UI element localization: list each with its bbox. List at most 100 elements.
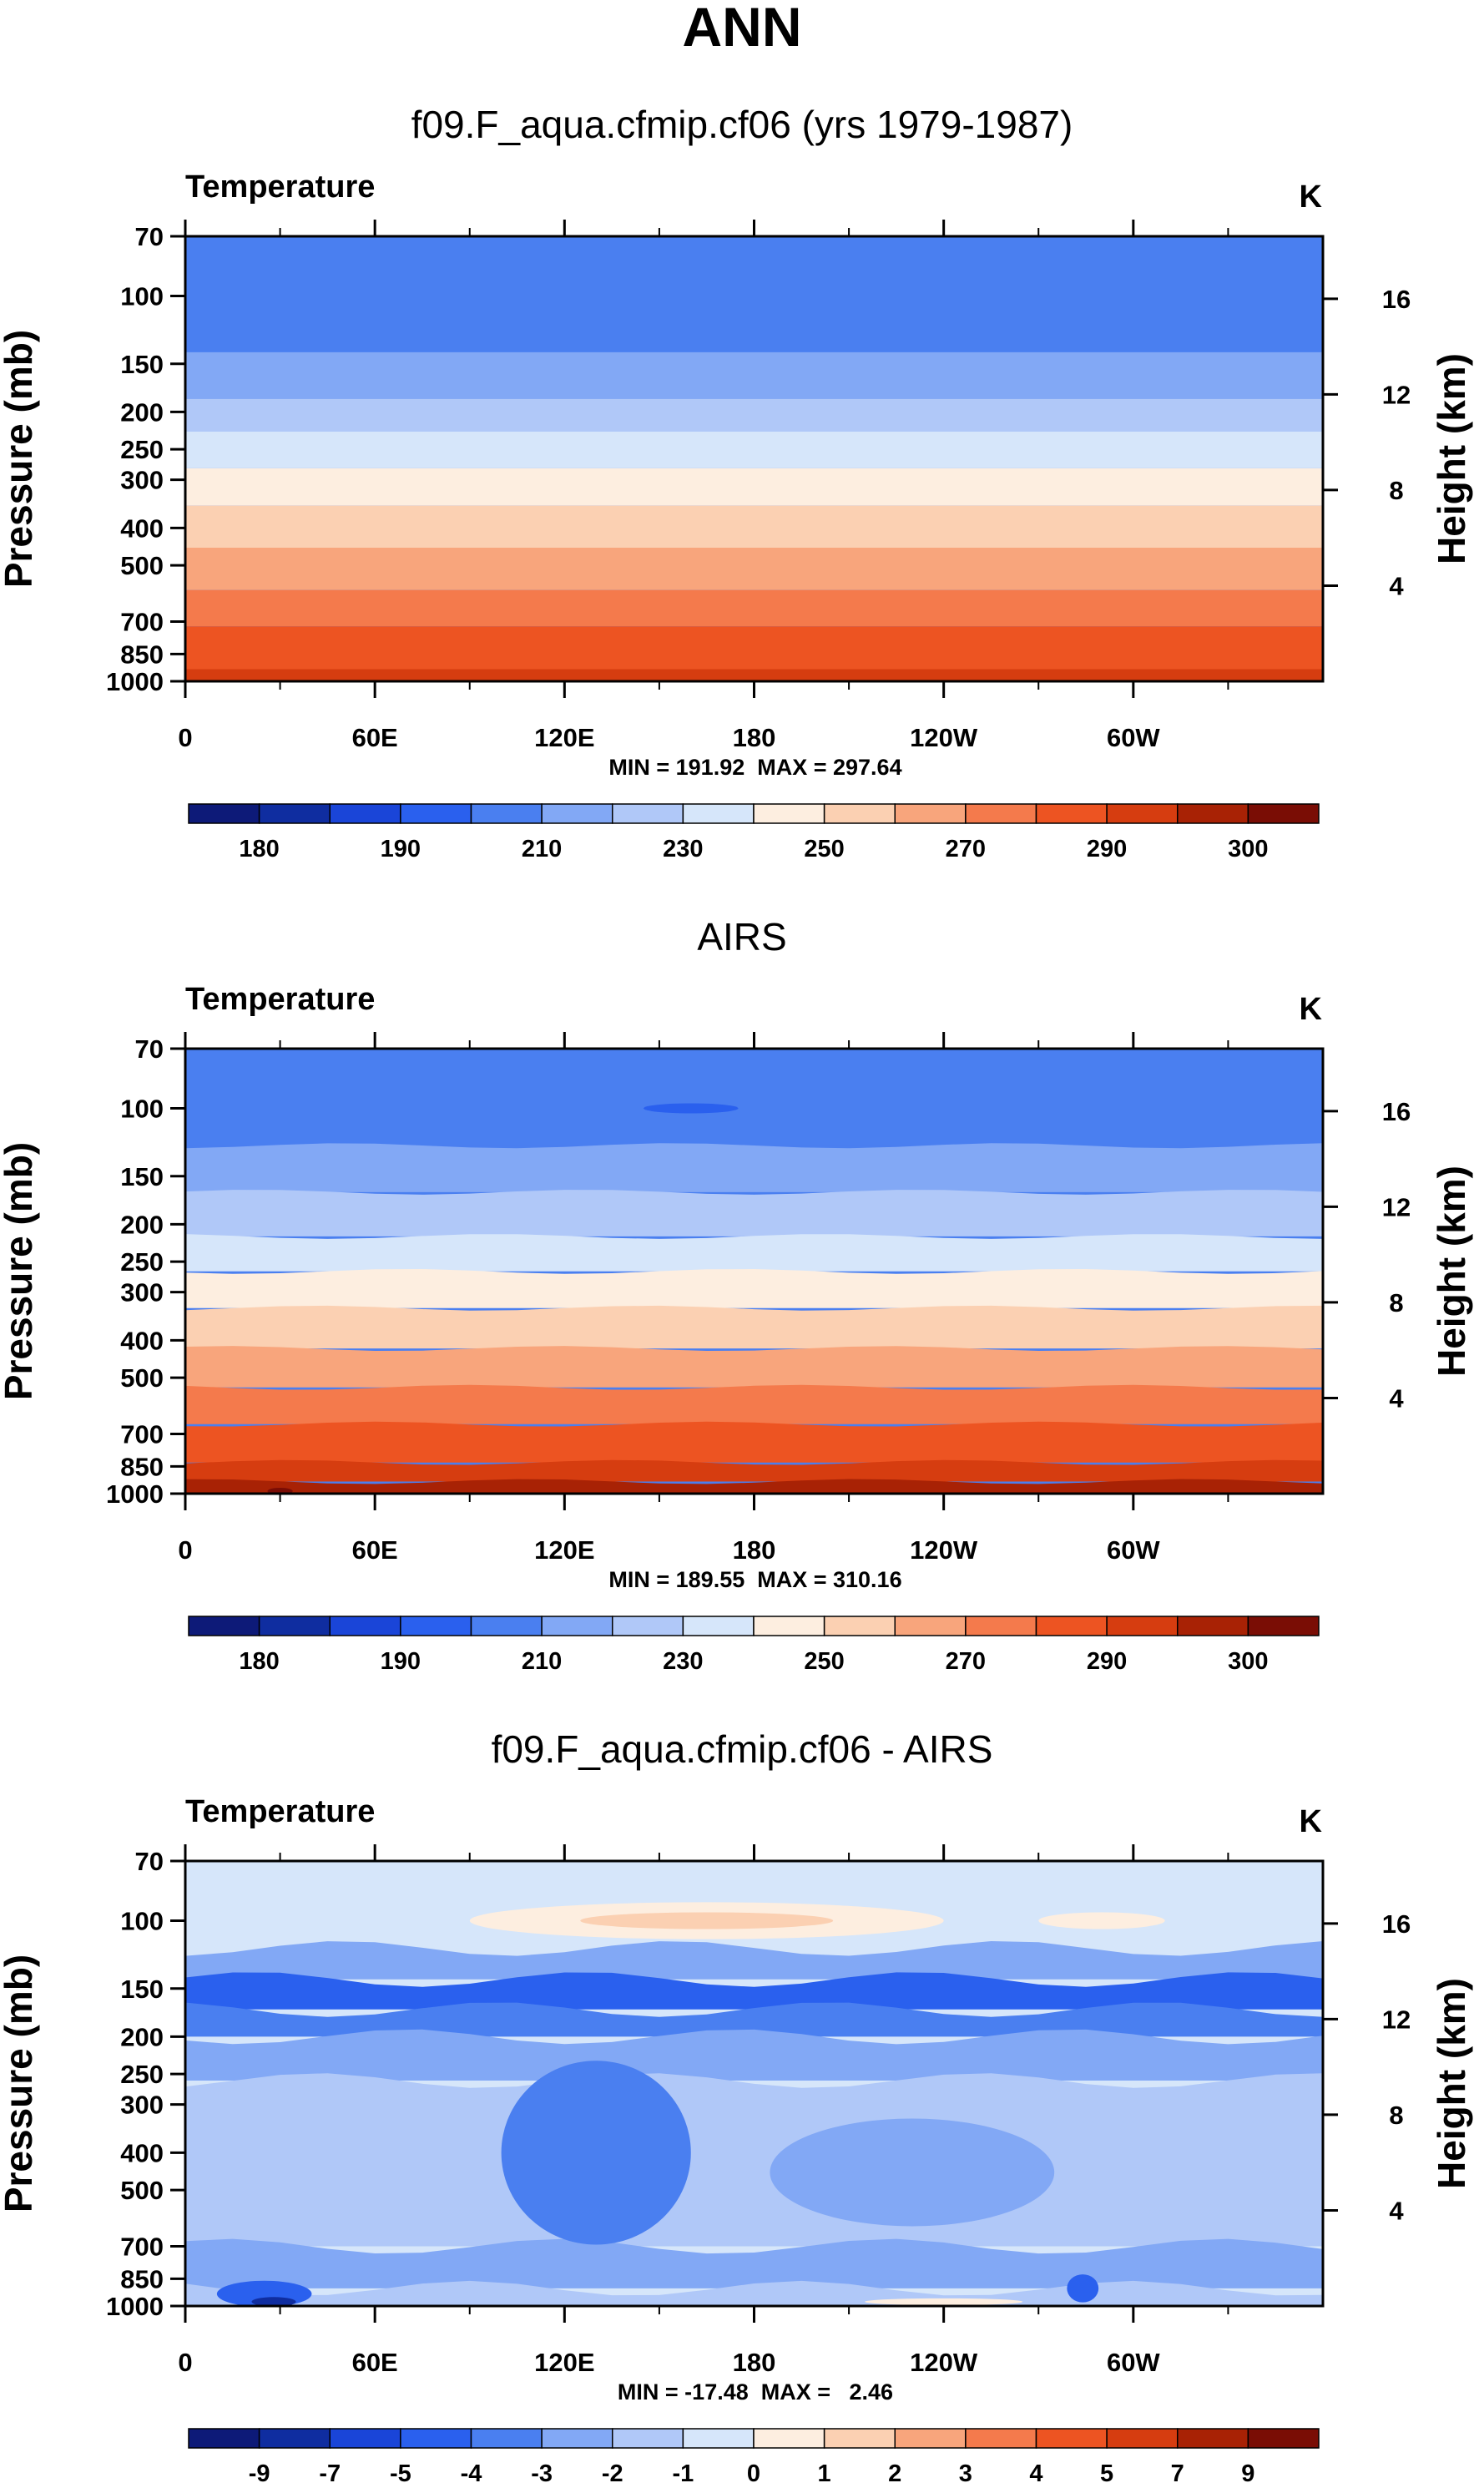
colorbar-swatch bbox=[965, 1616, 1037, 1636]
x-tick-label: 60W bbox=[1107, 2348, 1160, 2377]
contour-band-11 bbox=[185, 1479, 1323, 1494]
contour-band-5 bbox=[185, 1269, 1323, 1308]
x-tick-label: 120W bbox=[910, 723, 978, 752]
height-tick-label: 4 bbox=[1389, 2196, 1404, 2225]
contour-feature-2 bbox=[267, 1487, 293, 1494]
min-max-annotation: MIN = -17.48 MAX = 2.46 bbox=[618, 2379, 893, 2405]
x-tick-label: 180 bbox=[733, 1535, 776, 1565]
height-tick-label: 8 bbox=[1389, 1288, 1403, 1317]
y-tick-label: 500 bbox=[120, 551, 164, 580]
contour-band-2 bbox=[185, 1143, 1323, 1192]
y-tick-label: 850 bbox=[120, 640, 164, 669]
colorbar-label: -1 bbox=[672, 2460, 694, 2483]
panels: f09.F_aqua.cfmip.cf06 (yrs 1979-1987) Tem… bbox=[0, 103, 1473, 2483]
y-tick-label: 100 bbox=[120, 1094, 164, 1123]
x-tick-label: 0 bbox=[178, 2348, 192, 2377]
colorbar-swatch bbox=[1035, 1616, 1108, 1636]
colorbar-swatch bbox=[1106, 1616, 1179, 1636]
y-tick-label: 400 bbox=[120, 1326, 164, 1355]
contour-band-8 bbox=[185, 1384, 1323, 1424]
y-tick-label: 700 bbox=[120, 608, 164, 637]
y-tick-label: 500 bbox=[120, 2176, 164, 2205]
colorbar-label: 300 bbox=[1228, 836, 1268, 862]
y-tick-label: 700 bbox=[120, 1420, 164, 1449]
colorbar-swatch bbox=[894, 1616, 967, 1636]
variable-label: Temperature bbox=[185, 1794, 375, 1829]
colorbar-swatch bbox=[1106, 2428, 1179, 2449]
contour-band-3 bbox=[185, 1190, 1323, 1236]
colorbar-swatch bbox=[470, 1616, 543, 1636]
colorbar-swatch bbox=[612, 1616, 684, 1636]
contour-band-1 bbox=[185, 1049, 1323, 1146]
contour-band-5 bbox=[185, 468, 1323, 506]
variable-label: Temperature bbox=[185, 169, 375, 205]
colorbar-label: -7 bbox=[319, 2460, 341, 2483]
contour-field bbox=[185, 1861, 1323, 2306]
y-axis-title-right: Height (km) bbox=[1430, 1978, 1473, 2189]
colorbar-label: 210 bbox=[522, 1648, 562, 1675]
x-tick-label: 180 bbox=[733, 723, 776, 752]
colorbar-swatch bbox=[682, 1616, 755, 1636]
colorbar-swatch bbox=[1106, 803, 1179, 824]
colorbar-label: 1 bbox=[818, 2460, 831, 2483]
y-tick-label: 250 bbox=[120, 2060, 164, 2089]
colorbar-label: 190 bbox=[381, 836, 421, 862]
contour-feature-5 bbox=[770, 2118, 1055, 2227]
y-tick-label: 70 bbox=[135, 1034, 164, 1064]
units-label: K bbox=[1300, 180, 1323, 215]
colorbar-label: 230 bbox=[663, 1648, 703, 1675]
colorbar-label: 250 bbox=[804, 836, 844, 862]
x-tick-label: 60E bbox=[352, 723, 398, 752]
colorbar-swatch bbox=[965, 803, 1037, 824]
y-tick-label: 100 bbox=[120, 1906, 164, 1935]
contour-band-10 bbox=[185, 669, 1323, 681]
height-tick-label: 16 bbox=[1382, 1909, 1411, 1939]
y-tick-label: 200 bbox=[120, 397, 164, 427]
y-tick-label: 700 bbox=[120, 2233, 164, 2262]
colorbar-label: 300 bbox=[1228, 1648, 1268, 1675]
colorbar-swatch bbox=[823, 803, 896, 824]
contour-feature-2 bbox=[580, 1912, 834, 1929]
x-tick-label: 120W bbox=[910, 1535, 978, 1565]
chart-panel-3: f09.F_aqua.cfmip.cf06 - AIRS Temperature K… bbox=[0, 1727, 1473, 2483]
y-tick-label: 300 bbox=[120, 466, 164, 495]
contour-feature-9 bbox=[1067, 2274, 1099, 2303]
contour-band-8 bbox=[185, 2280, 1323, 2306]
contour-band-6 bbox=[185, 505, 1323, 548]
colorbar-label: -2 bbox=[602, 2460, 623, 2483]
y-axis-title: Pressure (mb) bbox=[0, 330, 40, 588]
colorbar-swatch bbox=[258, 1616, 331, 1636]
colorbar-swatch bbox=[1247, 1616, 1320, 1636]
y-tick-label: 150 bbox=[120, 350, 164, 379]
y-tick-label: 850 bbox=[120, 2264, 164, 2293]
x-tick-label: 120E bbox=[534, 723, 594, 752]
height-tick-label: 12 bbox=[1382, 1192, 1411, 1221]
panel-title: f09.F_aqua.cfmip.cf06 (yrs 1979-1987) bbox=[411, 103, 1073, 146]
y-axis-title-right: Height (km) bbox=[1430, 353, 1473, 564]
contour-feature-8 bbox=[865, 2298, 1023, 2306]
colorbar-label: 290 bbox=[1087, 836, 1127, 862]
colorbar-label: -3 bbox=[531, 2460, 553, 2483]
colorbar-swatch bbox=[612, 2428, 684, 2449]
colorbar-swatch bbox=[1177, 803, 1249, 824]
min-max-annotation: MIN = 191.92 MAX = 297.64 bbox=[608, 755, 901, 780]
panel-title: f09.F_aqua.cfmip.cf06 - AIRS bbox=[492, 1727, 993, 1771]
colorbar-swatch bbox=[329, 803, 401, 824]
contour-band-4 bbox=[185, 432, 1323, 468]
colorbar-swatch bbox=[329, 1616, 401, 1636]
colorbar-swatch bbox=[1177, 2428, 1249, 2449]
colorbar-label: 0 bbox=[747, 2460, 760, 2483]
contour-feature-1 bbox=[643, 1103, 739, 1114]
colorbar-swatch bbox=[329, 2428, 401, 2449]
colorbar-label: 2 bbox=[888, 2460, 901, 2483]
colorbar-swatch bbox=[188, 2428, 260, 2449]
colorbar-label: 190 bbox=[381, 1648, 421, 1675]
colorbar-swatch bbox=[823, 1616, 896, 1636]
y-tick-label: 70 bbox=[135, 222, 164, 251]
colorbar-swatch bbox=[1247, 2428, 1320, 2449]
y-tick-label: 250 bbox=[120, 435, 164, 464]
y-tick-label: 300 bbox=[120, 1278, 164, 1307]
contour-band-1 bbox=[185, 236, 1323, 352]
variable-label: Temperature bbox=[185, 982, 375, 1017]
